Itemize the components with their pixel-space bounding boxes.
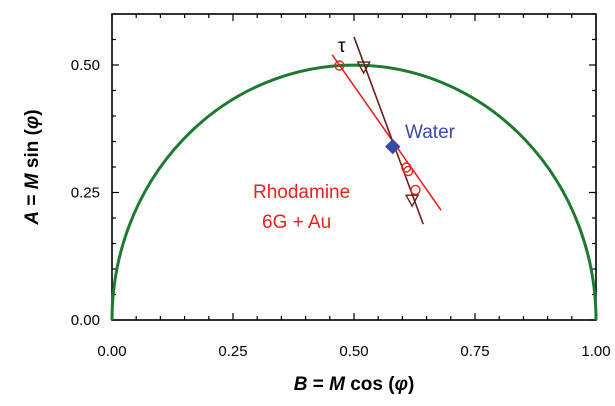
universal-semicircle xyxy=(110,63,598,321)
x-tick-label: 0.00 xyxy=(97,343,126,360)
x-title-phi: φ xyxy=(395,374,408,395)
data-markers xyxy=(334,60,421,208)
tick-labels: 0.00 0.25 0.50 0.75 1.00 0.00 0.25 0.50 xyxy=(71,57,611,360)
y-title-m: M xyxy=(22,172,43,189)
x-title-b: B xyxy=(294,374,308,395)
y-tick-label: 0.50 xyxy=(71,57,100,74)
data-point-circle xyxy=(410,184,421,196)
plot-frame xyxy=(111,13,597,321)
data-point-triangle xyxy=(404,194,420,208)
x-title-m: M xyxy=(329,374,346,395)
water-label: Water xyxy=(405,122,456,143)
data-point-circle xyxy=(334,60,345,71)
y-title-sin: sin ( xyxy=(22,128,43,173)
x-tick-label: 0.25 xyxy=(218,343,247,360)
y-title-a: A xyxy=(22,211,43,226)
x-tick-label: 0.50 xyxy=(339,343,368,360)
x-tick-label: 0.75 xyxy=(460,343,489,360)
y-tick-label: 0.00 xyxy=(71,312,100,329)
y-title-close: ) xyxy=(22,109,43,115)
x-tick-label: 1.00 xyxy=(581,343,610,360)
axis-ticks xyxy=(111,13,597,321)
y-title-eq: = xyxy=(22,189,43,211)
fit-line xyxy=(331,54,442,211)
x-title-close: ) xyxy=(408,374,414,395)
tau-label: τ xyxy=(338,36,346,57)
y-axis-title: A = M sin (φ) xyxy=(22,109,43,225)
data-point-triangle xyxy=(356,61,371,75)
rhodamine-label-line1: Rhodamine xyxy=(253,182,350,203)
data-point-diamond xyxy=(385,138,401,155)
x-axis-title: B = M cos (φ) xyxy=(294,374,415,395)
x-title-eq: = xyxy=(307,374,329,395)
x-title-cos: cos ( xyxy=(345,374,395,395)
rhodamine-label-line2: 6G + Au xyxy=(262,212,331,233)
y-title-phi: φ xyxy=(22,116,43,129)
data-point-circle xyxy=(403,165,414,177)
y-tick-label: 0.25 xyxy=(71,185,100,202)
